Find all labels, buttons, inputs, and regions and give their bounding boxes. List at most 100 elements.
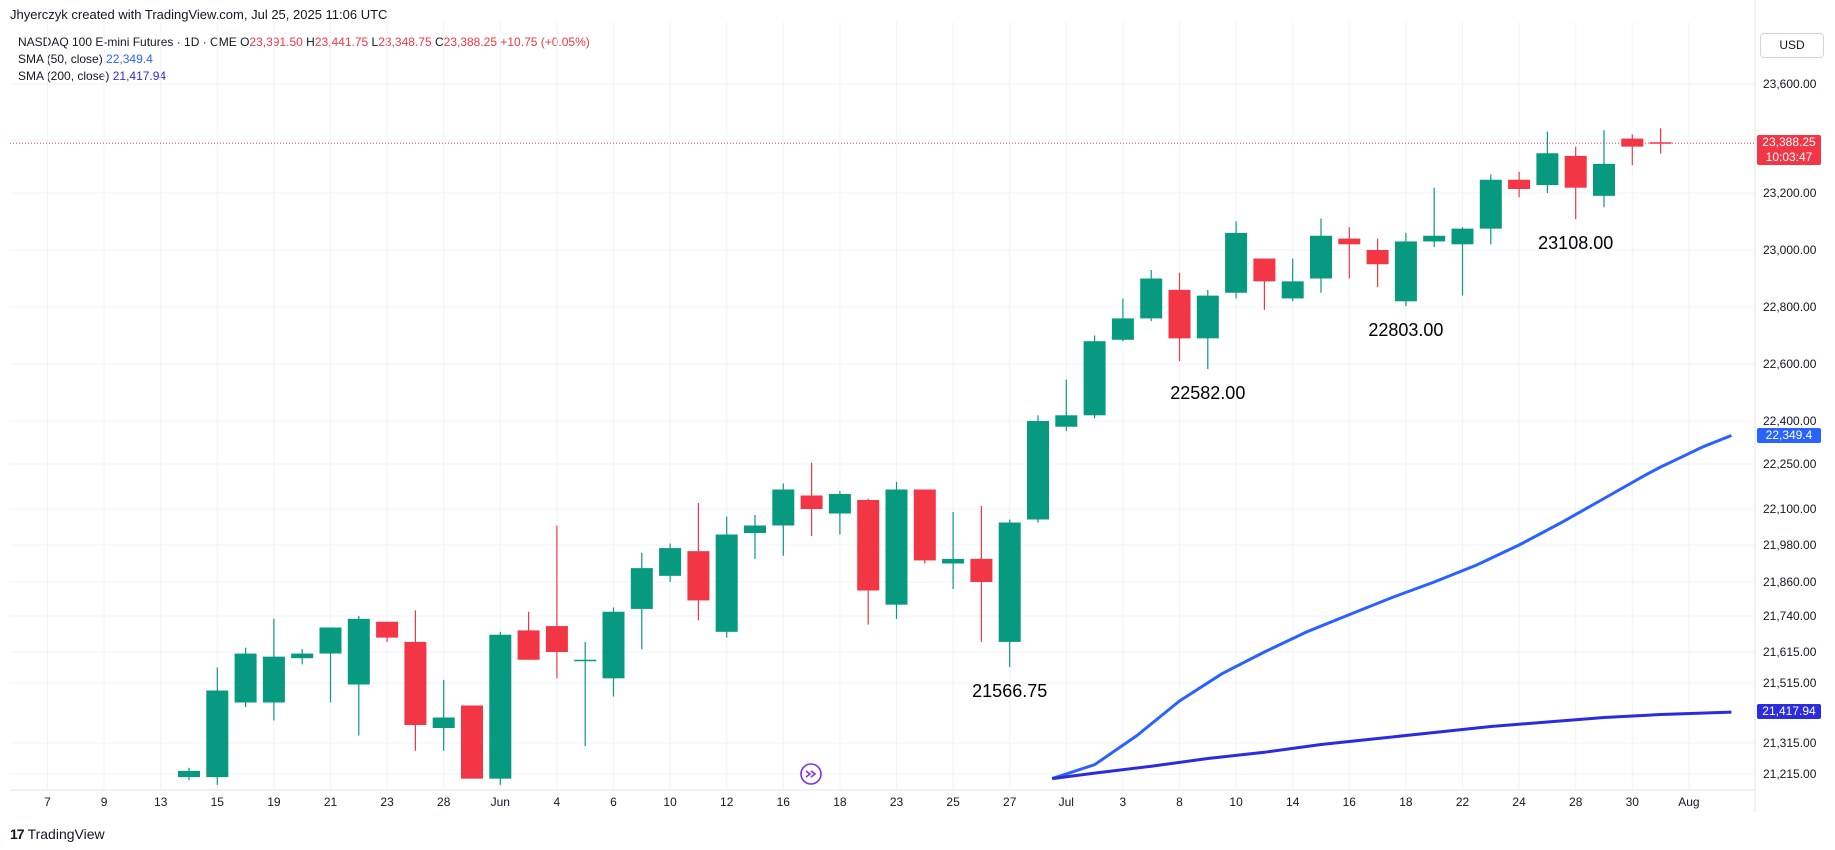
candle-body	[715, 534, 738, 632]
candle	[998, 519, 1021, 667]
price-tick-label: 22,400.00	[1763, 414, 1817, 428]
candle	[517, 611, 540, 660]
candle	[744, 515, 766, 559]
candle	[178, 767, 200, 781]
candle	[545, 525, 568, 679]
candle	[1593, 130, 1615, 208]
candle-body	[744, 525, 766, 533]
sma50-line	[1051, 434, 1732, 781]
price-tick-label: 22,600.00	[1763, 357, 1817, 371]
last-price-value: 23,388.25	[1762, 135, 1816, 150]
low-label: L	[371, 35, 379, 49]
sma50-label[interactable]: SMA (50, close)	[18, 52, 103, 66]
candle	[1649, 128, 1672, 154]
currency-selector[interactable]: USD	[1760, 33, 1824, 58]
countdown-value: 10:03:47	[1765, 150, 1813, 165]
candle	[206, 667, 229, 785]
symbol-title[interactable]: NASDAQ 100 E-mini Futures · 1D · CME	[18, 35, 237, 49]
candle	[262, 618, 285, 721]
time-tick-label: 14	[1286, 795, 1300, 809]
time-axis[interactable]: 7 9 13 15 19 21 23 28 Jun 4 6 10 12 16 18 23 25 27 Jul 3 8 10…	[44, 795, 1699, 809]
footer-brand[interactable]: 17 TradingView	[10, 826, 105, 842]
candle	[1394, 232, 1417, 307]
chart-legend: NASDAQ 100 E-mini Futures · 1D · CME O23…	[18, 34, 590, 85]
candle	[1055, 379, 1078, 432]
candle	[1621, 134, 1644, 166]
candle-body	[1083, 341, 1106, 416]
candle-body	[1479, 179, 1502, 229]
time-tick-label: 3	[1120, 795, 1127, 809]
low-annotation: 21566.75	[972, 681, 1047, 701]
candle-body	[942, 558, 965, 564]
candle-body	[1168, 289, 1191, 339]
candle	[772, 483, 795, 556]
sma200-price-tag: 21,417.94	[1757, 704, 1821, 720]
candle-body	[206, 690, 229, 778]
footer-brand-name: TradingView	[27, 826, 105, 842]
candle-body	[262, 656, 285, 703]
price-tick-label: 23,200.00	[1763, 186, 1817, 200]
candle-body	[1111, 318, 1134, 340]
price-tick-label: 22,100.00	[1763, 502, 1817, 516]
time-tick-label: 6	[610, 795, 617, 809]
candle	[319, 627, 342, 703]
candle	[1196, 289, 1219, 370]
candle	[376, 621, 399, 642]
candle	[828, 491, 851, 535]
time-tick-label: Aug	[1678, 795, 1699, 809]
time-tick-label: 10	[1229, 795, 1243, 809]
candle-body	[1281, 281, 1304, 299]
candle	[602, 607, 625, 697]
chart-credit: Jhyerczyk created with TradingView.com, …	[10, 7, 388, 22]
candle-body	[376, 621, 399, 638]
close-label: C	[434, 35, 444, 49]
legend-ohlc-row[interactable]: NASDAQ 100 E-mini Futures · 1D · CME O23…	[18, 34, 590, 51]
candle	[800, 462, 823, 536]
candle	[970, 506, 993, 642]
candle-body	[857, 500, 880, 591]
candle	[1366, 238, 1389, 288]
candle	[1111, 298, 1134, 342]
time-tick-label: 10	[663, 795, 677, 809]
candle	[461, 705, 483, 779]
time-tick-label: 13	[154, 795, 168, 809]
candle-body	[998, 522, 1021, 642]
sma200-label[interactable]: SMA (200, close)	[18, 69, 110, 83]
price-axis[interactable]: 23,600.0023,400.0023,200.0023,000.0022,8…	[1763, 77, 1817, 781]
candle	[404, 610, 427, 751]
candle	[347, 616, 370, 736]
candle-body	[630, 568, 653, 609]
candle	[1253, 258, 1276, 310]
candle-body	[1225, 232, 1248, 293]
time-tick-label: 23	[380, 795, 394, 809]
time-tick-label: 16	[1343, 795, 1357, 809]
candle-body	[1564, 155, 1587, 188]
change-value: +10.75 (+0.05%)	[500, 35, 590, 49]
time-tick-label: 12	[720, 795, 734, 809]
time-tick-label: 15	[211, 795, 225, 809]
time-tick-label: 21	[324, 795, 338, 809]
scroll-to-realtime-icon[interactable]	[800, 763, 822, 785]
candle-body	[347, 618, 370, 685]
candle-body	[1394, 241, 1417, 302]
candle	[1310, 218, 1332, 293]
price-tick-label: 22,800.00	[1763, 300, 1817, 314]
legend-sma50-row[interactable]: SMA (50, close) 22,349.4	[18, 51, 590, 68]
legend-sma200-row[interactable]: SMA (200, close) 21,417.94	[18, 68, 590, 85]
candle-body	[319, 627, 342, 654]
candle-body	[461, 705, 483, 779]
sma-lines	[1051, 434, 1732, 781]
time-tick-label: 16	[777, 795, 791, 809]
candle	[432, 679, 455, 751]
price-tick-label: 23,600.00	[1763, 77, 1817, 91]
time-tick-label: Jul	[1059, 795, 1074, 809]
candle	[857, 498, 880, 625]
candle-body	[1423, 235, 1446, 242]
annotations: 21566.75 22582.00 22803.00 23108.00	[972, 233, 1613, 701]
candle-body	[1140, 278, 1163, 319]
low-annotation: 22803.00	[1368, 320, 1443, 340]
time-tick-label: 22	[1456, 795, 1470, 809]
time-tick-label: Jun	[491, 795, 510, 809]
candle-body	[234, 653, 257, 703]
